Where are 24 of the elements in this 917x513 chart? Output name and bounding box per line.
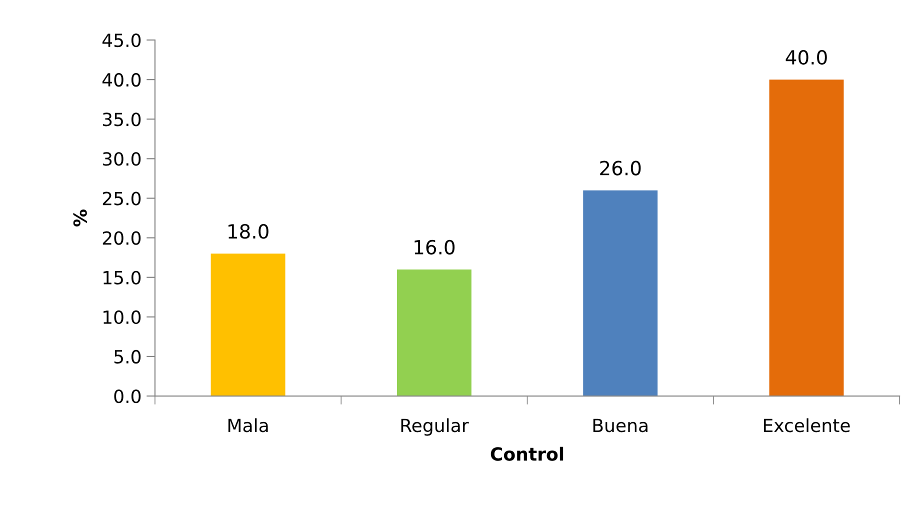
x-axis-title: Control — [490, 446, 564, 461]
y-tick-label: 30.0 — [102, 152, 141, 166]
x-tick-label: Buena — [593, 418, 648, 432]
y-tick-label: 0.0 — [114, 389, 141, 404]
x-tick-label: Excelente — [764, 418, 850, 432]
bar — [583, 190, 658, 396]
y-tick-label: 20.0 — [102, 231, 141, 245]
y-tick-label: 35.0 — [102, 112, 141, 126]
y-tick-label: 25.0 — [102, 192, 141, 206]
x-tick-label: Regular — [401, 418, 469, 436]
y-tick-label: 5.0 — [114, 350, 141, 364]
data-label: 16.0 — [414, 240, 455, 255]
data-label: 40.0 — [786, 50, 827, 65]
data-label: 26.0 — [600, 160, 641, 176]
bar — [769, 80, 844, 396]
y-tick-label: 15.0 — [104, 270, 141, 284]
x-tick-label: Mala — [228, 418, 268, 432]
bar — [396, 269, 472, 396]
y-axis-title: % — [73, 210, 87, 226]
y-tick-label: 40.0 — [102, 73, 141, 87]
y-tick-label: 10.0 — [104, 310, 141, 324]
bar — [210, 254, 286, 396]
y-tick-label: 45.0 — [102, 33, 141, 48]
data-label: 18.0 — [228, 224, 268, 239]
